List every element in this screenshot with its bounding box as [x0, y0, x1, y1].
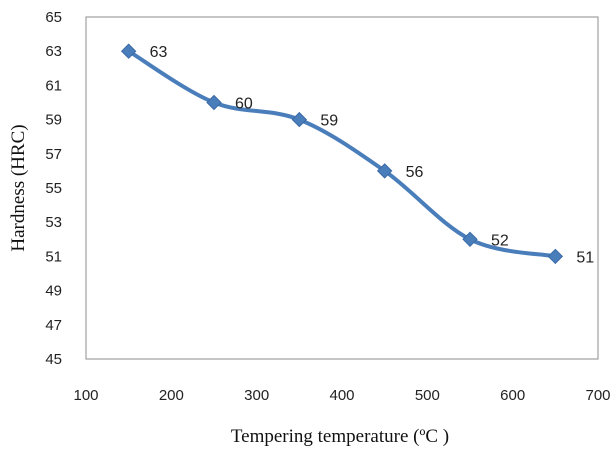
data-point — [462, 231, 478, 248]
y-tick-labels: 45 47 49 51 53 55 57 59 61 63 65 — [45, 9, 62, 368]
x-tick-label: 200 — [159, 387, 184, 404]
y-tick-label: 49 — [45, 283, 62, 300]
data-label: 63 — [150, 44, 168, 61]
y-axis-title: Hardness (HRC) — [8, 124, 29, 251]
data-label: 52 — [491, 232, 509, 249]
data-label: 51 — [576, 249, 594, 266]
data-label: 60 — [235, 96, 253, 113]
data-label: 56 — [406, 164, 424, 181]
data-point — [206, 94, 222, 111]
y-tick-label: 51 — [45, 248, 62, 265]
y-tick-label: 45 — [45, 351, 62, 368]
y-tick-label: 61 — [45, 77, 62, 94]
y-tick-label: 65 — [45, 9, 62, 26]
x-tick-label: 100 — [73, 387, 98, 404]
y-tick-label: 57 — [45, 146, 62, 163]
y-tick-label: 59 — [45, 112, 62, 129]
y-tick-label: 47 — [45, 317, 62, 334]
data-label: 59 — [320, 113, 338, 130]
data-point — [547, 248, 564, 265]
plot-area — [85, 16, 599, 360]
plot-frame — [85, 16, 599, 360]
y-tick-label: 55 — [45, 180, 62, 197]
data-point — [291, 111, 308, 128]
data-point — [376, 163, 393, 179]
data-point — [120, 43, 137, 59]
data-labels: 63 60 59 56 52 51 — [150, 44, 595, 266]
y-tick-label: 53 — [45, 214, 62, 231]
x-axis-title: Tempering temperature (ºC ) — [231, 426, 449, 447]
x-tick-label: 700 — [585, 387, 610, 404]
x-tick-label: 500 — [415, 387, 440, 404]
x-tick-labels: 100 200 300 400 500 600 700 — [73, 387, 610, 404]
series-group — [120, 43, 564, 265]
y-tick-label: 63 — [45, 43, 62, 60]
x-tick-label: 300 — [244, 387, 269, 404]
x-tick-label: 600 — [500, 387, 525, 404]
x-tick-label: 400 — [329, 387, 354, 404]
